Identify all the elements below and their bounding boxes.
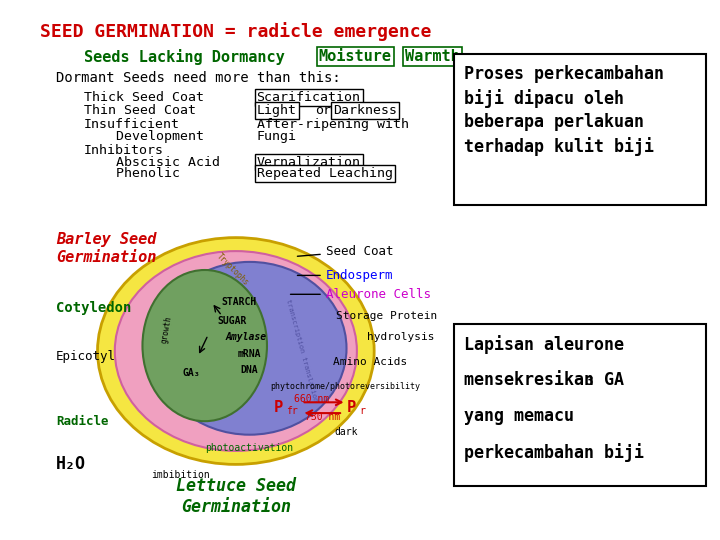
Text: Repeated Leaching: Repeated Leaching [256, 167, 392, 180]
Text: After-ripening with: After-ripening with [256, 118, 408, 131]
Text: mensekresikan GA: mensekresikan GA [464, 371, 624, 389]
Text: Epicotyl: Epicotyl [56, 350, 116, 363]
Ellipse shape [114, 251, 357, 451]
Text: Aleurone Cells: Aleurone Cells [290, 288, 431, 301]
Text: dark: dark [335, 427, 359, 437]
FancyBboxPatch shape [454, 54, 706, 205]
Text: Amylase: Amylase [225, 333, 267, 342]
Text: Thin Seed Coat: Thin Seed Coat [84, 104, 196, 117]
Text: Endosperm: Endosperm [297, 269, 393, 282]
Text: Thick Seed Coat: Thick Seed Coat [84, 91, 204, 104]
Text: SEED GERMINATION = radicle emergence: SEED GERMINATION = radicle emergence [40, 22, 431, 40]
Text: H₂O: H₂O [56, 455, 86, 474]
Text: STARCH: STARCH [222, 298, 257, 307]
Text: r: r [359, 407, 365, 416]
Text: Proses perkecambahan
biji dipacu oleh
beberapa perlakuan
terhadap kulit biji: Proses perkecambahan biji dipacu oleh be… [464, 65, 664, 157]
Text: Storage Protein: Storage Protein [336, 311, 437, 321]
Text: Barley Seed
Germination: Barley Seed Germination [56, 232, 156, 265]
Text: growth: growth [160, 315, 174, 344]
Text: Lettuce Seed
Germination: Lettuce Seed Germination [176, 477, 296, 516]
Text: Fungi: Fungi [256, 130, 297, 143]
Ellipse shape [97, 238, 374, 464]
FancyBboxPatch shape [454, 324, 706, 486]
Text: Radicle: Radicle [56, 415, 109, 428]
Text: Inhibitors: Inhibitors [84, 144, 163, 157]
Text: P: P [274, 400, 283, 415]
Ellipse shape [143, 270, 267, 421]
Text: Seeds Lacking Dormancy: Seeds Lacking Dormancy [84, 49, 284, 65]
Text: Light: Light [256, 104, 297, 117]
Text: Amino Acids: Amino Acids [333, 357, 407, 367]
Text: Darkness: Darkness [333, 104, 397, 117]
Text: photoactivation: photoactivation [206, 443, 294, 453]
Text: Lapisan aleurone: Lapisan aleurone [464, 335, 624, 354]
Text: yang memacu: yang memacu [464, 407, 574, 425]
Text: Tryptophs: Tryptophs [215, 252, 251, 288]
Text: Abscisic Acid: Abscisic Acid [84, 156, 220, 168]
Text: P: P [346, 400, 356, 415]
Text: mRNA: mRNA [238, 349, 261, 359]
Text: imbibition: imbibition [151, 470, 210, 480]
Text: Development: Development [84, 130, 204, 143]
Text: DNA: DNA [241, 365, 258, 375]
Ellipse shape [153, 262, 346, 435]
Text: Scarification: Scarification [256, 91, 361, 104]
Text: 3: 3 [585, 375, 593, 388]
Text: hydrolysis: hydrolysis [367, 333, 435, 342]
Text: fr: fr [287, 407, 298, 416]
Text: Phenolic: Phenolic [84, 167, 180, 180]
Text: Seed Coat: Seed Coat [297, 245, 393, 258]
Text: Cotyledon: Cotyledon [56, 301, 131, 315]
Text: Warmth: Warmth [405, 49, 460, 64]
Text: Moisture: Moisture [319, 49, 392, 64]
Text: phytochrome/photoreversibility: phytochrome/photoreversibility [271, 382, 420, 390]
Text: 730 nm: 730 nm [305, 412, 340, 422]
Text: SUGAR: SUGAR [217, 316, 247, 326]
Text: Dormant Seeds need more than this:: Dormant Seeds need more than this: [56, 71, 341, 85]
Text: Insufficient: Insufficient [84, 118, 180, 131]
Text: transcription translation: transcription translation [285, 299, 318, 403]
Text: or: or [315, 104, 331, 117]
Text: 660 nm: 660 nm [294, 394, 330, 403]
Text: GA₃: GA₃ [182, 368, 199, 377]
Text: perkecambahan biji: perkecambahan biji [464, 443, 644, 462]
Text: Vernalization: Vernalization [256, 156, 361, 168]
